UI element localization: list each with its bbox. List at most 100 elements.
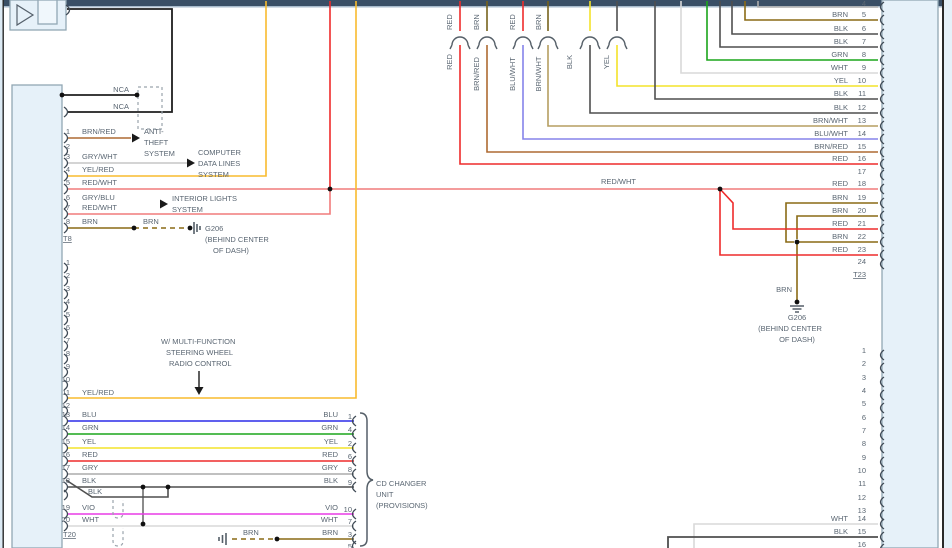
wire-feed-gry-4 [757, 1, 878, 8]
label-yel: YEL [324, 437, 338, 446]
pin-arc [879, 442, 885, 454]
label-10: 10 [62, 375, 70, 384]
label-data-lines: DATA LINES [198, 159, 240, 168]
label-blu-wht: BLU/WHT [508, 57, 517, 91]
pin-arc [879, 1, 885, 13]
arrow-icon [160, 199, 168, 209]
label-3: 3 [348, 530, 352, 539]
pin-arc [351, 481, 357, 493]
label-7: 7 [348, 517, 352, 526]
junction-dot [140, 484, 146, 490]
arrow-icon [187, 158, 195, 168]
crossing-connector-icon [537, 36, 559, 50]
top-bar [0, 0, 952, 6]
label-4: 4 [66, 297, 70, 306]
wire-cd-blk-shield [65, 479, 169, 498]
label-g206: G206 [205, 224, 223, 233]
pin-arc [879, 14, 885, 26]
label-16: 16 [858, 540, 866, 548]
label-10: 10 [858, 76, 866, 85]
label-1: 1 [862, 346, 866, 355]
pin-arc [63, 157, 69, 169]
label-brn: BRN [776, 285, 792, 294]
label-theft: THEFT [144, 138, 169, 147]
label-brn: BRN [82, 217, 98, 226]
label-yel: YEL [82, 437, 96, 446]
label-red: RED [322, 450, 338, 459]
pin-arc [351, 520, 357, 532]
wire-feed-brn-red-15 [486, 45, 878, 153]
label-brn: BRN [832, 232, 848, 241]
pin-arc [63, 208, 69, 220]
label-brn-red: BRN/RED [82, 127, 116, 136]
pin-arc [63, 301, 69, 313]
label-1: 1 [348, 412, 352, 421]
label-blk: BLK [834, 24, 848, 33]
label-brn: BRN [832, 193, 848, 202]
crossing-connector-icon [449, 36, 471, 50]
label-8: 8 [862, 439, 866, 448]
label-steering-wheel: STEERING WHEEL [166, 348, 233, 357]
label-vio: VIO [82, 503, 95, 512]
top-bar-edge [0, 6, 952, 8]
label-brn: BRN [243, 528, 259, 537]
label-15: 15 [858, 142, 866, 151]
label-brn-wht: BRN/WHT [534, 56, 543, 91]
pin-arc [879, 210, 885, 222]
label-1: 1 [66, 127, 70, 136]
pin-arc [879, 456, 885, 468]
label-15: 15 [62, 437, 70, 446]
pin-arc [879, 236, 885, 248]
pin-arc [63, 405, 69, 417]
wire-nca-loop [67, 8, 173, 113]
wire-feed-blk-11 [654, 1, 878, 100]
label-blk: BLK [834, 89, 848, 98]
pin-arc [63, 379, 69, 391]
label-red-wht: RED/WHT [601, 177, 636, 186]
pin-arc [879, 169, 885, 181]
pin-arc [879, 362, 885, 374]
label-19: 19 [858, 193, 866, 202]
junction-dot [140, 521, 146, 527]
label-grn: GRN [82, 423, 99, 432]
pin-arc [63, 222, 69, 234]
label-7: 7 [862, 426, 866, 435]
ground-symbol [193, 222, 201, 234]
label-yel-red: YEL/RED [82, 388, 115, 397]
label-vio: VIO [325, 503, 338, 512]
junction-dot [187, 225, 193, 231]
label-7: 7 [66, 203, 70, 212]
label-12: 12 [858, 103, 866, 112]
pin-arc [63, 314, 69, 326]
pin-arc [65, 4, 71, 16]
pin-arc [351, 533, 357, 545]
pin-arc [63, 468, 69, 480]
label-wht: WHT [831, 514, 848, 523]
label-red-wht: RED/WHT [82, 178, 117, 187]
label-14: 14 [858, 129, 866, 138]
label-yel-red: YEL/RED [82, 165, 115, 174]
label-9: 9 [862, 453, 866, 462]
pin-arc [63, 366, 69, 378]
label-6: 6 [862, 413, 866, 422]
label-24: 24 [858, 257, 866, 266]
label-14: 14 [62, 423, 70, 432]
wire-t23-red-23 [719, 189, 878, 256]
label-15: 15 [858, 527, 866, 536]
pin-arc [63, 288, 69, 300]
wire-feed-blk-12 [589, 45, 878, 114]
label-12: 12 [858, 493, 866, 502]
wire-feed-blk-6 [731, 1, 878, 35]
wire-feed-blu-wht-14 [522, 45, 878, 140]
label-gry: GRY [82, 463, 98, 472]
pin-arc [879, 133, 885, 145]
pin-arc [879, 54, 885, 66]
label-system: SYSTEM [144, 149, 175, 158]
label-2: 2 [348, 439, 352, 448]
pin-arc [879, 531, 885, 543]
label-4: 4 [862, 386, 866, 395]
pin-arc [879, 158, 885, 170]
pin-arc [879, 93, 885, 105]
label-grn: GRN [321, 423, 338, 432]
junction-dot [794, 239, 800, 245]
